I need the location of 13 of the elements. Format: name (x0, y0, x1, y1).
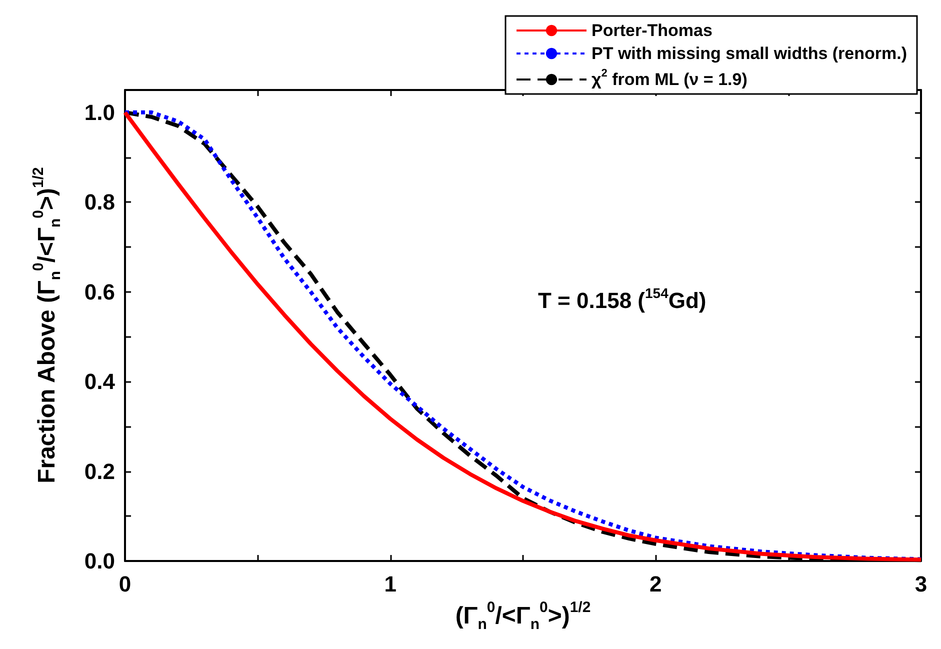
y-axis-title: Fraction Above (Γn0/<Γn0>)1/2 (30, 167, 64, 484)
y-tick-label: 0.0 (84, 548, 115, 574)
y-tick-label: 0.6 (84, 279, 115, 304)
x-tick-label: 1 (384, 572, 396, 596)
legend-label: Porter-Thomas (592, 21, 712, 40)
x-tick-label: 2 (650, 572, 662, 596)
y-tick-label: 0.4 (84, 369, 116, 394)
y-tick-label: 1.0 (84, 100, 115, 125)
y-tick-label: 0.2 (84, 458, 115, 484)
y-tick-label: 0.8 (84, 190, 115, 215)
legend-label: PT with missing small widths (renorm.) (592, 44, 908, 63)
x-tick-label: 3 (914, 572, 928, 596)
x-tick-label: 0 (118, 572, 132, 596)
